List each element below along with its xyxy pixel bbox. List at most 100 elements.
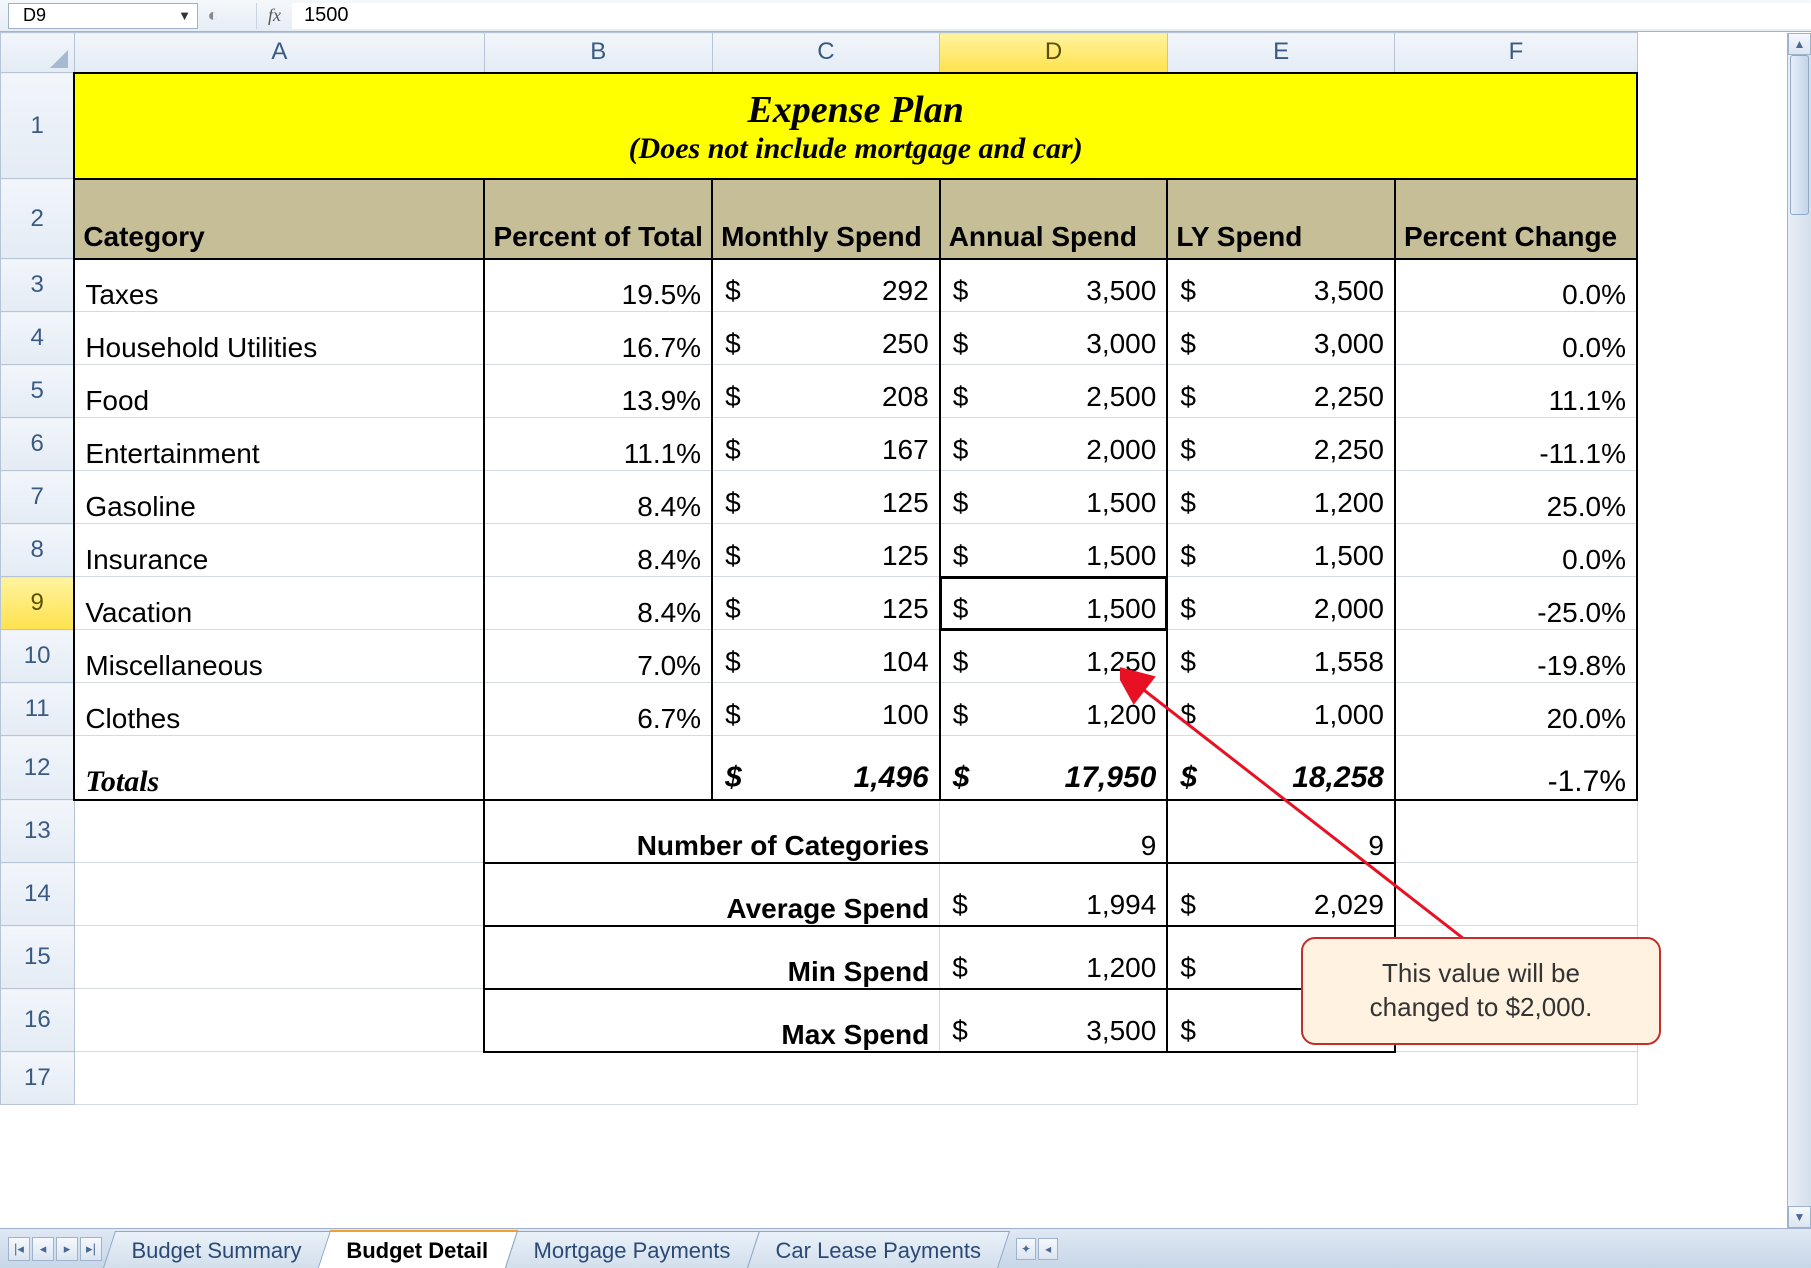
sheet-tab[interactable]: Budget Detail — [318, 1230, 518, 1268]
cell-pct-total[interactable]: 8.4% — [484, 471, 712, 524]
cell-pct-total[interactable]: 6.7% — [484, 683, 712, 736]
insert-function-button[interactable]: fx — [256, 3, 292, 29]
cell-monthly[interactable]: $167 — [712, 418, 940, 471]
formula-cancel-icon[interactable]: ◐ — [198, 5, 228, 26]
cell-annual[interactable]: $1,250 — [940, 630, 1168, 683]
stat-avg-e[interactable]: $2,029 — [1167, 863, 1395, 926]
row-header-11[interactable]: 11 — [1, 683, 75, 736]
cell-ly[interactable]: $1,558 — [1167, 630, 1395, 683]
row-header-8[interactable]: 8 — [1, 524, 75, 577]
row-header-7[interactable]: 7 — [1, 471, 75, 524]
empty-cell[interactable] — [74, 863, 484, 926]
cell-category[interactable]: Gasoline — [74, 471, 484, 524]
cell-pct-total[interactable]: 8.4% — [484, 524, 712, 577]
cell-pct-total[interactable]: 13.9% — [484, 365, 712, 418]
tab-nav-first-icon[interactable]: |◂ — [8, 1237, 30, 1261]
row-header-4[interactable]: 4 — [1, 312, 75, 365]
title-cell[interactable]: Expense Plan (Does not include mortgage … — [74, 73, 1637, 179]
stat-min-label[interactable]: Min Spend — [484, 926, 939, 989]
cell-ly[interactable]: $3,500 — [1167, 259, 1395, 312]
totals-change[interactable]: -1.7% — [1395, 736, 1637, 800]
col-header-D[interactable]: D — [940, 33, 1168, 73]
cell-ly[interactable]: $2,250 — [1167, 418, 1395, 471]
header-ly[interactable]: LY Spend — [1167, 179, 1395, 259]
col-header-C[interactable]: C — [712, 33, 940, 73]
totals-label[interactable]: Totals — [74, 736, 484, 800]
cell-ly[interactable]: $1,500 — [1167, 524, 1395, 577]
vertical-scrollbar[interactable]: ▲ ▼ — [1787, 33, 1811, 1228]
row-header-17[interactable]: 17 — [1, 1052, 75, 1105]
cell-annual[interactable]: $1,200 — [940, 683, 1168, 736]
cell-pct-change[interactable]: -25.0% — [1395, 577, 1637, 630]
name-box-dropdown-icon[interactable]: ▼ — [178, 8, 191, 23]
stat-max-d[interactable]: $3,500 — [940, 989, 1168, 1052]
totals-ly[interactable]: $18,258 — [1167, 736, 1395, 800]
stat-numcat-d[interactable]: 9 — [940, 800, 1168, 863]
cell-category[interactable]: Clothes — [74, 683, 484, 736]
tab-scroll-left-icon[interactable]: ◂ — [1038, 1238, 1058, 1260]
tab-nav-last-icon[interactable]: ▸| — [80, 1237, 102, 1261]
cell-annual[interactable]: $3,000 — [940, 312, 1168, 365]
cell-pct-change[interactable]: 20.0% — [1395, 683, 1637, 736]
empty-cell[interactable] — [74, 800, 484, 863]
row-header-5[interactable]: 5 — [1, 365, 75, 418]
sheet-tab[interactable]: Car Lease Payments — [747, 1231, 1010, 1268]
tab-nav-prev-icon[interactable]: ◂ — [32, 1237, 54, 1261]
new-sheet-icon[interactable]: ✦ — [1016, 1238, 1036, 1260]
sheet-tab[interactable]: Mortgage Payments — [505, 1231, 760, 1268]
totals-pct[interactable] — [484, 736, 712, 800]
cell-monthly[interactable]: $125 — [712, 577, 940, 630]
cell-pct-change[interactable]: 0.0% — [1395, 259, 1637, 312]
cell-ly[interactable]: $2,000 — [1167, 577, 1395, 630]
cell-ly[interactable]: $3,000 — [1167, 312, 1395, 365]
header-monthly[interactable]: Monthly Spend — [712, 179, 940, 259]
cell-ly[interactable]: $2,250 — [1167, 365, 1395, 418]
row-header-1[interactable]: 1 — [1, 73, 75, 179]
cell-monthly[interactable]: $208 — [712, 365, 940, 418]
col-header-B[interactable]: B — [484, 33, 712, 73]
header-annual[interactable]: Annual Spend — [940, 179, 1168, 259]
totals-monthly[interactable]: $1,496 — [712, 736, 940, 800]
cell-category[interactable]: Miscellaneous — [74, 630, 484, 683]
cell-pct-total[interactable]: 8.4% — [484, 577, 712, 630]
cell-annual[interactable]: $2,000 — [940, 418, 1168, 471]
stat-numcat-e[interactable]: 9 — [1167, 800, 1395, 863]
cell-pct-change[interactable]: 11.1% — [1395, 365, 1637, 418]
row-header-14[interactable]: 14 — [1, 863, 75, 926]
cell-category[interactable]: Insurance — [74, 524, 484, 577]
empty-cell[interactable] — [1395, 800, 1637, 863]
cell-annual[interactable]: $3,500 — [940, 259, 1168, 312]
cell-ly[interactable]: $1,200 — [1167, 471, 1395, 524]
cell-monthly[interactable]: $100 — [712, 683, 940, 736]
row-header-16[interactable]: 16 — [1, 989, 75, 1052]
empty-cell[interactable] — [74, 989, 484, 1052]
header-category[interactable]: Category — [74, 179, 484, 259]
header-pct-change[interactable]: Percent Change — [1395, 179, 1637, 259]
row-header-9[interactable]: 9 — [1, 577, 75, 630]
col-header-E[interactable]: E — [1167, 33, 1395, 73]
empty-cell[interactable] — [74, 1052, 1637, 1105]
row-header-10[interactable]: 10 — [1, 630, 75, 683]
name-box[interactable]: D9 ▼ — [8, 3, 198, 29]
row-header-13[interactable]: 13 — [1, 800, 75, 863]
cell-annual[interactable]: $2,500 — [940, 365, 1168, 418]
scroll-up-button[interactable]: ▲ — [1788, 33, 1811, 55]
row-header-12[interactable]: 12 — [1, 736, 75, 800]
empty-cell[interactable] — [1395, 863, 1637, 926]
sheet-tab[interactable]: Budget Summary — [103, 1231, 331, 1268]
cell-pct-change[interactable]: -11.1% — [1395, 418, 1637, 471]
formula-input[interactable]: 1500 — [292, 3, 1811, 29]
cell-category[interactable]: Household Utilities — [74, 312, 484, 365]
cell-pct-total[interactable]: 11.1% — [484, 418, 712, 471]
empty-cell[interactable] — [74, 926, 484, 989]
stat-avg-label[interactable]: Average Spend — [484, 863, 939, 926]
cell-category[interactable]: Food — [74, 365, 484, 418]
row-header-3[interactable]: 3 — [1, 259, 75, 312]
cell-pct-change[interactable]: 0.0% — [1395, 312, 1637, 365]
cell-ly[interactable]: $1,000 — [1167, 683, 1395, 736]
cell-monthly[interactable]: $292 — [712, 259, 940, 312]
cell-pct-total[interactable]: 16.7% — [484, 312, 712, 365]
cell-monthly[interactable]: $125 — [712, 471, 940, 524]
scroll-down-button[interactable]: ▼ — [1788, 1206, 1811, 1228]
cell-category[interactable]: Taxes — [74, 259, 484, 312]
